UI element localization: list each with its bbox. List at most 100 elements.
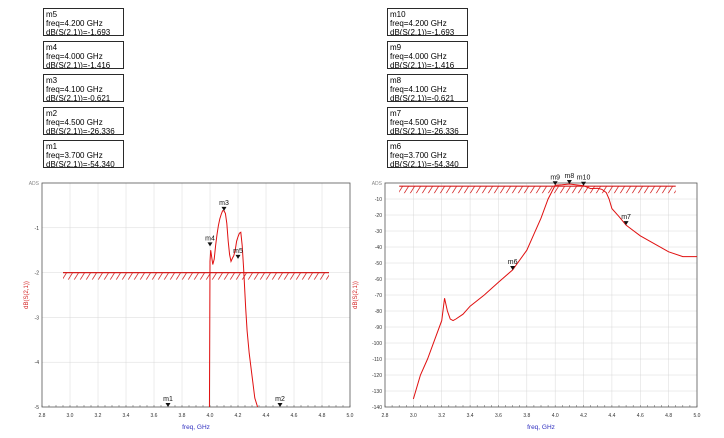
marker-value: dB(S(2,1))=-26.336 <box>46 127 115 135</box>
marker-m2-label: m2 <box>275 396 285 403</box>
marker-name: m7 <box>390 109 402 118</box>
marker-freq: freq=4.500 GHz <box>390 118 447 127</box>
x-tick-label: 3.4 <box>467 413 474 419</box>
y-axis-label: dB(S(2,1)) <box>353 281 359 309</box>
marker-m7-label: m7 <box>621 214 631 221</box>
x-tick-label: 3.8 <box>179 413 186 419</box>
y-tick-label: -4 <box>35 360 40 366</box>
marker-m1-label: m1 <box>163 396 173 403</box>
marker-m5-triangle[interactable] <box>235 254 241 259</box>
marker-name: m5 <box>46 10 58 19</box>
marker-value: dB(S(2,1))=-1.693 <box>390 28 455 36</box>
marker-value: dB(S(2,1))=-1.416 <box>390 61 455 69</box>
y-tick-label: -2 <box>35 271 40 277</box>
x-tick-label: 4.0 <box>552 413 559 419</box>
y-top-tick-label: ADS <box>372 181 383 187</box>
y-tick-label: -120 <box>372 373 382 379</box>
marker-m3-triangle[interactable] <box>221 206 227 211</box>
y-tick-label: -80 <box>375 309 382 315</box>
marker-m5-label: m5 <box>233 248 243 255</box>
x-tick-label: 4.2 <box>580 413 587 419</box>
y-top-tick-label: ADS <box>29 181 40 187</box>
y-tick-label: -140 <box>372 405 382 411</box>
marker-m8-label: m8 <box>564 173 574 180</box>
marker-m9-triangle[interactable] <box>552 181 558 186</box>
y-tick-label: -40 <box>375 245 382 251</box>
x-tick-label: 3.2 <box>95 413 102 419</box>
x-tick-label: 3.8 <box>523 413 530 419</box>
x-axis-label: freq, GHz <box>182 424 210 431</box>
y-tick-label: -1 <box>35 226 40 232</box>
marker-freq: freq=4.200 GHz <box>46 19 103 28</box>
marker-name: m6 <box>390 142 402 151</box>
y-tick-label: -5 <box>35 405 40 411</box>
x-tick-label: 4.6 <box>637 413 644 419</box>
y-tick-label: -60 <box>375 277 382 283</box>
marker-value: dB(S(2,1))=-26.336 <box>390 127 459 135</box>
marker-freq: freq=4.000 GHz <box>390 52 447 61</box>
marker-box-m5: m5 freq=4.200 GHz dB(S(2,1))=-1.693 <box>43 8 124 36</box>
marker-box-m2: m2 freq=4.500 GHz dB(S(2,1))=-26.336 <box>43 107 124 135</box>
marker-m6-triangle[interactable] <box>510 265 516 270</box>
marker-value: dB(S(2,1))=-0.621 <box>46 94 111 102</box>
marker-name: m8 <box>390 76 402 85</box>
marker-box-m3: m3 freq=4.100 GHz dB(S(2,1))=-0.621 <box>43 74 124 102</box>
marker-freq: freq=3.700 GHz <box>46 151 103 160</box>
marker-box-m7: m7 freq=4.500 GHz dB(S(2,1))=-26.336 <box>387 107 468 135</box>
marker-m9-label: m9 <box>550 174 560 181</box>
marker-m4-label: m4 <box>205 235 215 242</box>
y-tick-label: -90 <box>375 325 382 331</box>
x-tick-label: 3.6 <box>151 413 158 419</box>
trace-s21 <box>208 210 259 407</box>
marker-freq: freq=4.500 GHz <box>46 118 103 127</box>
plot-frame <box>41 182 351 408</box>
marker-m10-label: m10 <box>577 175 591 182</box>
x-tick-label: 3.4 <box>123 413 130 419</box>
marker-box-m10: m10 freq=4.200 GHz dB(S(2,1))=-1.693 <box>387 8 468 36</box>
y-tick-label: -110 <box>372 357 382 363</box>
spec-mask-hatch <box>63 272 329 280</box>
marker-m1-triangle[interactable] <box>165 403 171 407</box>
marker-m3-label: m3 <box>219 200 229 207</box>
marker-m4-triangle[interactable] <box>207 242 213 247</box>
y-tick-label: -70 <box>375 293 382 299</box>
trace-s21 <box>412 183 697 400</box>
marker-value: dB(S(2,1))=-0.621 <box>390 94 455 102</box>
y-axis-label: dB(S(2,1)) <box>24 281 30 309</box>
marker-m2-triangle[interactable] <box>277 403 283 407</box>
x-tick-label: 3.0 <box>67 413 74 419</box>
x-tick-label: 4.0 <box>207 413 214 419</box>
chart-right: 2.8 3.0 3.2 3.4 3.6 3.8 4.0 4.2 4.4 4.6 4.8 5.0 -10 -… <box>353 173 701 431</box>
x-tick-label: 2.8 <box>39 413 46 419</box>
marker-box-m6: m6 freq=3.700 GHz dB(S(2,1))=-54.340 <box>387 140 468 168</box>
marker-m8-triangle[interactable] <box>566 179 572 184</box>
x-axis-label: freq, GHz <box>527 424 555 431</box>
y-tick-label: -10 <box>375 197 382 203</box>
marker-freq: freq=4.200 GHz <box>390 19 447 28</box>
marker-m6-label: m6 <box>508 259 518 266</box>
marker-freq: freq=4.100 GHz <box>46 85 103 94</box>
marker-box-m9: m9 freq=4.000 GHz dB(S(2,1))=-1.416 <box>387 41 468 69</box>
x-tick-label: 4.8 <box>319 413 326 419</box>
marker-box-m1: m1 freq=3.700 GHz dB(S(2,1))=-54.340 <box>43 140 124 168</box>
x-tick-label: 4.4 <box>263 413 270 419</box>
marker-box-m8: m8 freq=4.100 GHz dB(S(2,1))=-0.621 <box>387 74 468 102</box>
spec-mask-hatch <box>399 186 676 194</box>
x-tick-label: 4.4 <box>608 413 615 419</box>
x-tick-label: 3.2 <box>438 413 445 419</box>
marker-name: m2 <box>46 109 58 118</box>
marker-m10-triangle[interactable] <box>581 181 587 186</box>
y-tick-label: -50 <box>375 261 382 267</box>
marker-freq: freq=4.100 GHz <box>390 85 447 94</box>
marker-m7-triangle[interactable] <box>623 221 629 226</box>
y-tick-label: -20 <box>375 213 382 219</box>
marker-box-m4: m4 freq=4.000 GHz dB(S(2,1))=-1.416 <box>43 41 124 69</box>
marker-name: m1 <box>46 142 58 151</box>
y-tick-label: -130 <box>372 389 382 395</box>
marker-name: m4 <box>46 43 58 52</box>
x-tick-label: 4.6 <box>291 413 298 419</box>
marker-freq: freq=4.000 GHz <box>46 52 103 61</box>
x-tick-label: 4.8 <box>665 413 672 419</box>
marker-freq: freq=3.700 GHz <box>390 151 447 160</box>
